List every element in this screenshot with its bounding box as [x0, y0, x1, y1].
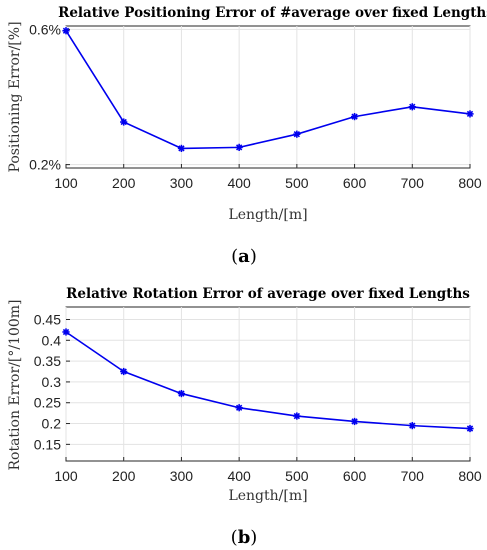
chart-a-y-label: Positioning Error/[%] — [7, 21, 23, 172]
x-tick-label: 500 — [285, 175, 309, 191]
y-tick-label: 0.6% — [29, 21, 61, 37]
chart-a-caption: (a) — [231, 246, 257, 267]
x-tick-label: 300 — [170, 175, 194, 191]
y-tick-label: 0.35 — [34, 353, 61, 369]
chart-b-caption: (b) — [231, 527, 258, 548]
data-point-marker — [350, 417, 359, 426]
chart-b-y-ticks: 0.15 0.2 0.25 0.3 0.35 0.4 0.45 — [34, 311, 70, 452]
chart-b: Relative Rotation Error of average over … — [7, 286, 482, 548]
series-line — [65, 30, 471, 150]
y-tick-label: 0.4 — [42, 332, 62, 348]
data-point-marker — [62, 27, 70, 35]
data-point-marker — [350, 113, 359, 121]
y-tick-label: 0.2 — [42, 416, 62, 432]
data-point-marker — [177, 389, 186, 398]
data-point-marker — [120, 367, 128, 376]
y-tick-label: 0.45 — [34, 311, 61, 327]
x-tick-label: 400 — [227, 175, 251, 191]
y-tick-label: 0.3 — [42, 374, 62, 390]
data-point-marker — [235, 404, 243, 412]
series-line — [65, 331, 471, 430]
x-tick-label: 700 — [401, 175, 425, 191]
chart-b-grid — [65, 307, 471, 461]
chart-b-x-label: Length/[m] — [228, 488, 307, 504]
y-tick-label: 0.25 — [34, 395, 61, 411]
chart-a-y-ticks: 0.2% 0.6% — [29, 21, 70, 173]
chart-a-x-label: Length/[m] — [228, 207, 307, 223]
y-tick-label: 0.15 — [34, 436, 61, 452]
x-tick-label: 200 — [112, 175, 136, 191]
data-point-marker — [177, 144, 186, 152]
x-tick-label: 700 — [401, 468, 425, 484]
chart-b-x-ticks: 100 200 300 400 500 600 700 800 — [54, 457, 482, 484]
x-tick-label: 100 — [54, 468, 78, 484]
chart-a-plot-area — [65, 25, 471, 169]
x-tick-label: 800 — [458, 175, 482, 191]
y-tick-label: 0.2% — [29, 157, 61, 173]
x-tick-label: 800 — [458, 468, 482, 484]
data-point-marker — [293, 130, 301, 138]
x-tick-label: 600 — [343, 175, 367, 191]
chart-a: Relative Positioning Error of #average o… — [7, 5, 487, 267]
chart-a-grid — [65, 26, 471, 168]
chart-b-title: Relative Rotation Error of average over … — [66, 286, 470, 302]
x-tick-label: 300 — [170, 468, 194, 484]
x-tick-label: 400 — [227, 468, 251, 484]
data-point-marker — [235, 143, 243, 151]
chart-a-title: Relative Positioning Error of #average o… — [58, 5, 487, 21]
data-point-marker — [408, 422, 416, 430]
data-point-marker — [408, 103, 416, 111]
x-tick-label: 500 — [285, 468, 309, 484]
data-point-marker — [293, 412, 301, 420]
chart-a-series — [62, 27, 474, 152]
data-point-marker — [466, 424, 474, 433]
data-point-marker — [466, 110, 474, 118]
chart-b-plot-area — [65, 306, 471, 462]
x-tick-label: 100 — [54, 175, 78, 191]
chart-a-x-ticks: 100 200 300 400 500 600 700 800 — [54, 164, 482, 191]
data-point-marker — [120, 118, 128, 126]
data-point-marker — [62, 328, 70, 336]
chart-b-y-label: Rotation Error/[°/100m] — [7, 299, 23, 470]
chart-b-series — [62, 328, 474, 433]
x-tick-label: 600 — [343, 468, 367, 484]
x-tick-label: 200 — [112, 468, 136, 484]
